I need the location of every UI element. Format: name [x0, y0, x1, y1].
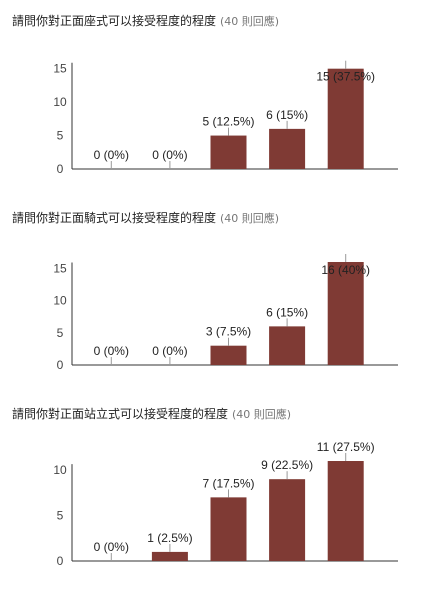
data-label: 3 (7.5%) — [206, 325, 251, 339]
response-count: (40 則回應) — [220, 15, 280, 28]
data-label: 15 (37.5%) — [316, 70, 375, 84]
question-text: 請問你對正面座式可以接受程度的程度 — [12, 14, 217, 28]
y-tick-label: 10 — [53, 95, 67, 109]
data-label: 9 (22.5%) — [261, 458, 313, 472]
bar — [269, 326, 306, 365]
y-tick-label: 5 — [57, 129, 64, 143]
data-label: 5 (12.5%) — [202, 115, 254, 129]
question-title: 請問你對正面站立式可以接受程度的程度 (40 則回應) — [12, 405, 291, 422]
response-count: (40 則回應) — [220, 212, 280, 225]
question-text: 請問你對正面站立式可以接受程度的程度 — [12, 407, 229, 421]
y-tick-label: 5 — [57, 326, 64, 340]
bar-chart-1: 0 5 10 15 0 (0%) 0 (0%) 5 (12.5%) 6 (15%) 15 (37… — [53, 60, 398, 176]
y-tick-label: 15 — [53, 261, 67, 275]
data-label: 0 (0%) — [94, 344, 129, 358]
bar — [327, 461, 364, 561]
data-label: 0 (0%) — [152, 344, 187, 358]
y-tick-label: 0 — [57, 554, 64, 568]
y-tick-label: 0 — [57, 358, 64, 372]
bar — [269, 479, 306, 561]
question-title: 請問你對正面座式可以接受程度的程度 (40 則回應) — [12, 12, 279, 29]
data-label: 6 (15%) — [266, 108, 308, 122]
data-label: 6 (15%) — [266, 305, 308, 319]
bar — [151, 551, 188, 561]
question-title: 請問你對正面騎式可以接受程度的程度 (40 則回應) — [12, 209, 279, 226]
bar — [327, 68, 364, 169]
response-count: (40 則回應) — [232, 408, 292, 421]
data-label: 0 (0%) — [94, 148, 129, 162]
data-label: 11 (27.5%) — [317, 440, 375, 454]
data-label: 0 (0%) — [94, 540, 129, 554]
bar — [210, 345, 247, 365]
y-tick-label: 0 — [57, 162, 64, 176]
bar — [210, 135, 247, 169]
bar — [210, 497, 247, 561]
y-tick-label: 5 — [57, 509, 64, 523]
data-label: 16 (40%) — [321, 263, 370, 277]
y-tick-label: 10 — [53, 294, 67, 308]
data-label: 7 (17.5%) — [202, 476, 254, 490]
y-tick-label: 10 — [53, 463, 67, 477]
bar — [327, 262, 364, 365]
y-tick-label: 15 — [53, 62, 67, 76]
bar — [269, 128, 306, 169]
data-label: 0 (0%) — [152, 148, 187, 162]
question-text: 請問你對正面騎式可以接受程度的程度 — [12, 211, 217, 225]
bar-chart-2: 0 5 10 15 0 (0%) 0 (0%) 3 (7.5%) 6 (15%) 16 (40%… — [53, 254, 398, 372]
data-label: 1 (2.5%) — [147, 531, 192, 545]
bar-chart-3: 0 5 10 0 (0%) 1 (2.5%) 7 (17.5%) 9 (22.5%) 11 (… — [53, 440, 398, 568]
